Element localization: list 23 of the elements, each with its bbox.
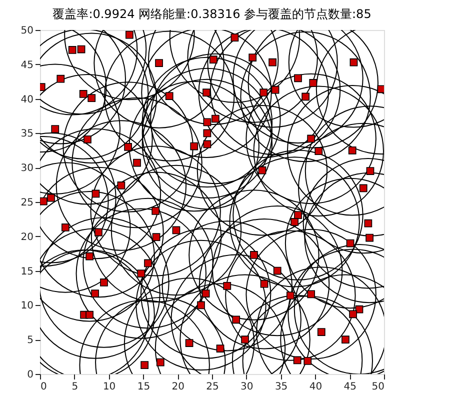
x-tick-label: 50 (372, 382, 384, 392)
y-tick-label: 20 (20, 232, 34, 243)
x-tick-label: 5 (72, 382, 78, 392)
x-tick-label: 25 (206, 382, 219, 392)
chart-title: 覆盖率:0.9924 网络能量:0.38316 参与覆盖的节点数量:85 (52, 7, 372, 21)
y-tick-label: 10 (20, 300, 34, 312)
x-tick-label: 20 (172, 382, 184, 392)
x-tick-label: 40 (309, 382, 322, 392)
y-tick-label: 30 (20, 163, 34, 174)
x-tick-label: 0 (40, 382, 47, 392)
y-tick-label: 45 (20, 60, 34, 71)
y-tick-label: 15 (20, 266, 34, 278)
x-tick-label: 30 (240, 382, 254, 392)
x-tick-label: 10 (102, 382, 116, 392)
y-tick-label: 5 (27, 335, 34, 346)
y-tick-label: 0 (27, 370, 34, 380)
x-tick-label: 45 (344, 382, 356, 392)
y-tick-label: 40 (20, 94, 34, 106)
y-tick-label: 50 (20, 26, 34, 36)
x-tick-label: 15 (137, 382, 150, 392)
x-tick-label: 35 (274, 382, 288, 392)
y-tick-label: 25 (20, 198, 34, 208)
y-tick-label: 35 (20, 128, 34, 140)
